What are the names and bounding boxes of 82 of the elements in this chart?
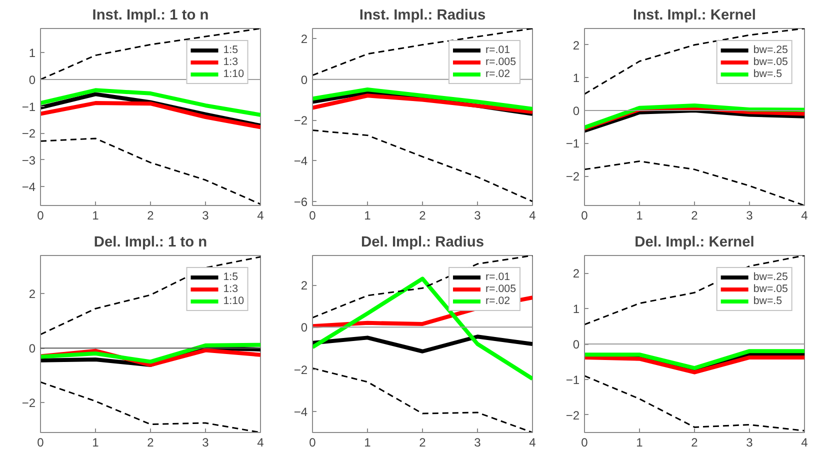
legend-label: r=.02 — [485, 295, 510, 307]
legend-label: 1:10 — [223, 295, 244, 307]
legend-label: r=.01 — [485, 271, 510, 283]
x-tick-label: 3 — [746, 436, 754, 450]
legend-label: r=.005 — [485, 283, 516, 295]
legend-label: 1:3 — [223, 56, 240, 68]
legend-label: bw=.5 — [753, 295, 782, 307]
x-tick-label: 1 — [92, 208, 100, 222]
chart-title: Del. Impl.: 1 to n — [94, 234, 208, 250]
x-tick-label: 0 — [581, 208, 588, 222]
legend-label: bw=.25 — [753, 44, 788, 56]
legend-label: 1:3 — [223, 283, 240, 295]
y-tick-label: −2 — [22, 126, 36, 141]
y-tick-label: 1 — [572, 302, 580, 316]
y-tick-label: 1 — [28, 46, 36, 60]
y-tick-label: −1 — [566, 136, 580, 151]
legend-label: 1:5 — [223, 271, 240, 283]
legend-label: bw=.05 — [753, 56, 788, 68]
chart-title: Inst. Impl.: 1 to n — [92, 8, 209, 24]
y-tick-label: −2 — [566, 170, 580, 184]
x-tick-label: 3 — [746, 208, 754, 222]
y-tick-label: 2 — [572, 266, 580, 281]
chart-title: Del. Impl.: Radius — [361, 234, 484, 250]
legend-label: 1:5 — [223, 44, 240, 56]
x-tick-label: 2 — [419, 436, 426, 450]
y-tick-label: −2 — [294, 362, 308, 377]
x-tick-label: 1 — [636, 436, 644, 450]
x-tick-label: 4 — [257, 436, 264, 450]
y-tick-label: 0 — [28, 72, 36, 87]
x-tick-label: 4 — [257, 208, 264, 222]
legend-label: bw=.25 — [753, 271, 788, 283]
x-tick-label: 0 — [37, 436, 44, 450]
x-tick-label: 1 — [636, 208, 644, 222]
x-tick-label: 0 — [37, 208, 44, 222]
chart-title: Inst. Impl.: Radius — [359, 8, 486, 24]
chart-title: Inst. Impl.: Kernel — [633, 8, 756, 24]
y-tick-label: 0 — [572, 338, 580, 352]
legend-label: bw=.5 — [753, 68, 782, 80]
y-tick-label: 0 — [28, 342, 36, 356]
y-tick-label: 1 — [572, 71, 580, 86]
y-tick-label: 0 — [572, 104, 580, 118]
y-tick-label: −2 — [22, 396, 36, 410]
y-tick-label: −4 — [294, 404, 308, 419]
y-tick-label: 2 — [28, 287, 36, 302]
y-tick-label: −3 — [22, 153, 36, 168]
y-tick-label: −4 — [294, 154, 308, 168]
x-tick-label: 2 — [147, 436, 154, 450]
y-tick-label: −6 — [294, 194, 308, 209]
y-tick-label: 2 — [300, 32, 308, 46]
x-tick-label: 0 — [581, 436, 588, 450]
y-tick-label: −2 — [566, 408, 580, 422]
y-tick-label: 2 — [300, 278, 308, 292]
x-tick-label: 2 — [691, 436, 698, 450]
x-tick-label: 4 — [529, 436, 536, 450]
y-tick-label: 0 — [300, 320, 308, 335]
x-tick-label: 2 — [691, 208, 698, 222]
y-tick-label: −1 — [566, 372, 580, 387]
x-tick-label: 0 — [309, 208, 316, 222]
legend-label: r=.005 — [485, 56, 516, 68]
y-tick-label: −2 — [294, 114, 308, 128]
legend-label: r=.01 — [485, 44, 510, 56]
x-tick-label: 3 — [474, 436, 482, 450]
x-tick-label: 4 — [801, 208, 808, 222]
legend-label: r=.02 — [485, 68, 510, 80]
y-tick-label: 2 — [572, 38, 580, 52]
legend-label: 1:10 — [223, 68, 244, 80]
chart-title: Del. Impl.: Kernel — [634, 234, 754, 250]
y-tick-label: −4 — [22, 180, 36, 194]
x-tick-label: 1 — [364, 208, 372, 222]
x-tick-label: 1 — [92, 436, 100, 450]
x-tick-label: 3 — [474, 208, 482, 222]
x-tick-label: 4 — [801, 436, 808, 450]
x-tick-label: 1 — [364, 436, 372, 450]
x-tick-label: 3 — [202, 208, 210, 222]
y-tick-label: −1 — [22, 100, 36, 114]
y-tick-label: 0 — [300, 72, 308, 87]
x-tick-label: 2 — [419, 208, 426, 222]
legend-label: bw=.05 — [753, 283, 788, 295]
x-tick-label: 2 — [147, 208, 154, 222]
x-tick-label: 3 — [202, 436, 210, 450]
x-tick-label: 4 — [529, 208, 536, 222]
x-tick-label: 0 — [309, 436, 316, 450]
